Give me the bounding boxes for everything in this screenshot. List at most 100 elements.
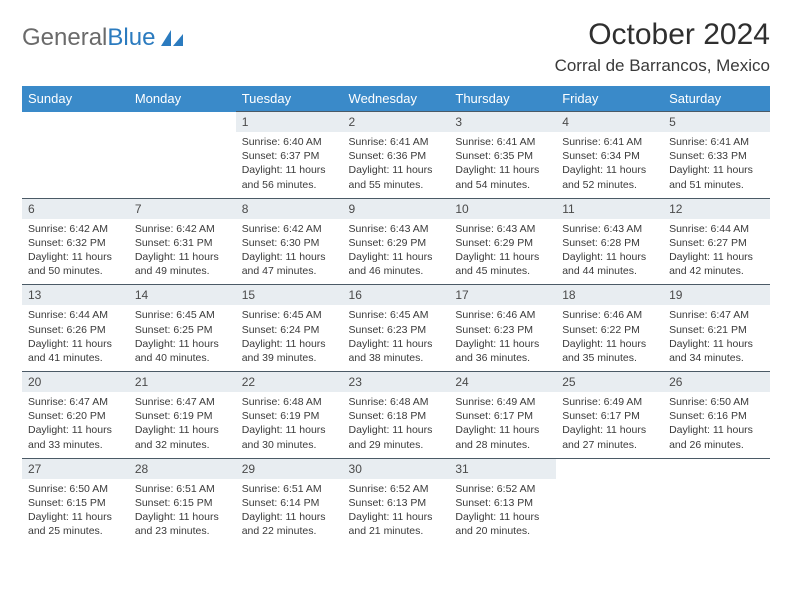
day-number-cell: 17 (449, 285, 556, 306)
sunrise-text: Sunrise: 6:43 AM (455, 222, 550, 236)
daylight-text-1: Daylight: 11 hours (28, 337, 123, 351)
daylight-text-1: Daylight: 11 hours (669, 250, 764, 264)
sunrise-text: Sunrise: 6:41 AM (562, 135, 657, 149)
sunset-text: Sunset: 6:20 PM (28, 409, 123, 423)
daylight-text-2: and 20 minutes. (455, 524, 550, 538)
day-content-cell: Sunrise: 6:43 AMSunset: 6:29 PMDaylight:… (449, 219, 556, 285)
sunset-text: Sunset: 6:22 PM (562, 323, 657, 337)
day-number-cell: 12 (663, 198, 770, 219)
day-content-cell: Sunrise: 6:52 AMSunset: 6:13 PMDaylight:… (449, 479, 556, 545)
day-content-cell: Sunrise: 6:52 AMSunset: 6:13 PMDaylight:… (343, 479, 450, 545)
sunrise-text: Sunrise: 6:48 AM (242, 395, 337, 409)
day-content-cell: Sunrise: 6:47 AMSunset: 6:19 PMDaylight:… (129, 392, 236, 458)
day-number-row: 2728293031 (22, 458, 770, 479)
day-number-cell (663, 458, 770, 479)
daylight-text-2: and 29 minutes. (349, 438, 444, 452)
day-content-cell: Sunrise: 6:42 AMSunset: 6:32 PMDaylight:… (22, 219, 129, 285)
daylight-text-2: and 30 minutes. (242, 438, 337, 452)
sunrise-text: Sunrise: 6:47 AM (135, 395, 230, 409)
sunset-text: Sunset: 6:29 PM (455, 236, 550, 250)
day-number-cell: 10 (449, 198, 556, 219)
day-content-row: Sunrise: 6:47 AMSunset: 6:20 PMDaylight:… (22, 392, 770, 458)
day-number-cell: 2 (343, 112, 450, 133)
logo: GeneralBlue (22, 18, 185, 52)
day-content-cell (556, 479, 663, 545)
day-number-row: 20212223242526 (22, 372, 770, 393)
sunset-text: Sunset: 6:33 PM (669, 149, 764, 163)
sunrise-text: Sunrise: 6:45 AM (135, 308, 230, 322)
daylight-text-1: Daylight: 11 hours (455, 163, 550, 177)
daylight-text-2: and 52 minutes. (562, 178, 657, 192)
daylight-text-1: Daylight: 11 hours (242, 423, 337, 437)
day-number-cell: 9 (343, 198, 450, 219)
daylight-text-1: Daylight: 11 hours (135, 510, 230, 524)
day-number-cell: 24 (449, 372, 556, 393)
weekday-header-cell: Sunday (22, 86, 129, 112)
day-number-cell: 26 (663, 372, 770, 393)
daylight-text-1: Daylight: 11 hours (349, 250, 444, 264)
sunrise-text: Sunrise: 6:49 AM (562, 395, 657, 409)
day-content-cell: Sunrise: 6:41 AMSunset: 6:36 PMDaylight:… (343, 132, 450, 198)
daylight-text-1: Daylight: 11 hours (669, 163, 764, 177)
day-content-cell: Sunrise: 6:43 AMSunset: 6:29 PMDaylight:… (343, 219, 450, 285)
sunset-text: Sunset: 6:30 PM (242, 236, 337, 250)
day-number-cell: 23 (343, 372, 450, 393)
day-number-cell: 27 (22, 458, 129, 479)
day-number-cell: 13 (22, 285, 129, 306)
daylight-text-1: Daylight: 11 hours (28, 423, 123, 437)
daylight-text-2: and 36 minutes. (455, 351, 550, 365)
daylight-text-2: and 47 minutes. (242, 264, 337, 278)
sunset-text: Sunset: 6:15 PM (28, 496, 123, 510)
daylight-text-2: and 23 minutes. (135, 524, 230, 538)
daylight-text-1: Daylight: 11 hours (242, 510, 337, 524)
sunrise-text: Sunrise: 6:41 AM (455, 135, 550, 149)
day-number-cell: 7 (129, 198, 236, 219)
day-number-cell: 29 (236, 458, 343, 479)
day-number-cell: 31 (449, 458, 556, 479)
sunset-text: Sunset: 6:35 PM (455, 149, 550, 163)
daylight-text-2: and 21 minutes. (349, 524, 444, 538)
weekday-header-cell: Thursday (449, 86, 556, 112)
sunset-text: Sunset: 6:17 PM (562, 409, 657, 423)
title-block: October 2024 Corral de Barrancos, Mexico (555, 18, 770, 76)
sunset-text: Sunset: 6:14 PM (242, 496, 337, 510)
day-content-cell: Sunrise: 6:51 AMSunset: 6:14 PMDaylight:… (236, 479, 343, 545)
sunrise-text: Sunrise: 6:50 AM (669, 395, 764, 409)
sunrise-text: Sunrise: 6:47 AM (28, 395, 123, 409)
sunrise-text: Sunrise: 6:44 AM (28, 308, 123, 322)
daylight-text-2: and 38 minutes. (349, 351, 444, 365)
sunrise-text: Sunrise: 6:51 AM (135, 482, 230, 496)
daylight-text-1: Daylight: 11 hours (455, 337, 550, 351)
day-number-cell: 6 (22, 198, 129, 219)
sunrise-text: Sunrise: 6:49 AM (455, 395, 550, 409)
day-number-row: 13141516171819 (22, 285, 770, 306)
daylight-text-2: and 39 minutes. (242, 351, 337, 365)
daylight-text-1: Daylight: 11 hours (135, 250, 230, 264)
sunset-text: Sunset: 6:13 PM (349, 496, 444, 510)
daylight-text-1: Daylight: 11 hours (349, 423, 444, 437)
day-number-cell: 16 (343, 285, 450, 306)
sunset-text: Sunset: 6:28 PM (562, 236, 657, 250)
sunset-text: Sunset: 6:15 PM (135, 496, 230, 510)
daylight-text-2: and 42 minutes. (669, 264, 764, 278)
day-number-cell: 1 (236, 112, 343, 133)
header: GeneralBlue October 2024 Corral de Barra… (22, 18, 770, 76)
day-content-cell: Sunrise: 6:44 AMSunset: 6:26 PMDaylight:… (22, 305, 129, 371)
sunrise-text: Sunrise: 6:46 AM (562, 308, 657, 322)
sunrise-text: Sunrise: 6:40 AM (242, 135, 337, 149)
location: Corral de Barrancos, Mexico (555, 56, 770, 76)
day-content-cell: Sunrise: 6:49 AMSunset: 6:17 PMDaylight:… (556, 392, 663, 458)
daylight-text-2: and 45 minutes. (455, 264, 550, 278)
sunset-text: Sunset: 6:31 PM (135, 236, 230, 250)
daylight-text-2: and 27 minutes. (562, 438, 657, 452)
weekday-header-cell: Saturday (663, 86, 770, 112)
sunrise-text: Sunrise: 6:46 AM (455, 308, 550, 322)
day-number-cell: 22 (236, 372, 343, 393)
weekday-header-cell: Tuesday (236, 86, 343, 112)
daylight-text-1: Daylight: 11 hours (349, 163, 444, 177)
sunrise-text: Sunrise: 6:42 AM (135, 222, 230, 236)
daylight-text-1: Daylight: 11 hours (135, 423, 230, 437)
logo-text-general: General (22, 24, 107, 52)
sunset-text: Sunset: 6:32 PM (28, 236, 123, 250)
day-content-row: Sunrise: 6:50 AMSunset: 6:15 PMDaylight:… (22, 479, 770, 545)
